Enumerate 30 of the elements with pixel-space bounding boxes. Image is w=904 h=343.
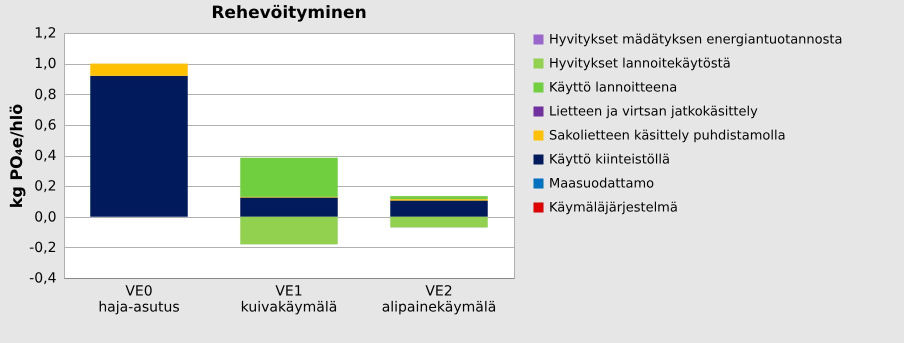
legend-label: Hyvitykset mädätyksen energiantuotannosta [549,32,842,48]
bar [390,196,488,200]
y-tick-label: -0,2 [29,240,56,256]
y-tick-label: 0,2 [34,178,56,195]
bar [390,216,488,228]
bar [240,198,338,217]
legend-label: Lietteen ja virtsan jatkokäsittely [549,104,758,120]
y-tick-label: 1,0 [34,56,56,72]
x-tick-label: VE2 alipainekäymälä [382,284,496,316]
y-tick-label: 1,2 [34,26,56,42]
legend-label: Käymäläjärjestelmä [549,200,678,216]
bar [90,64,188,76]
x-tick-label: VE1 kuivakäymälä [240,284,338,316]
y-tick-label: 0,8 [34,86,56,103]
bar [240,158,338,197]
legend-label: Käyttö kiinteistöllä [549,152,670,168]
x-tick-label: VE0 haja-asutus [98,284,180,316]
legend-label: Maasuodattamo [549,176,654,192]
bar [90,76,188,217]
bar [240,216,338,244]
y-tick-label: 0,0 [34,209,56,226]
y-tick-label: 0,4 [34,148,57,164]
legend-label: Hyvitykset lannoitekäytöstä [549,56,731,72]
legend-label: Sakolietteen käsittely puhdistamolla [549,128,786,144]
chart-title: Rehevöityminen [211,3,367,23]
bar [390,200,488,217]
y-tick-label: -0,4 [29,270,57,286]
legend-label: Käyttö lannoitteena [549,80,678,96]
y-tick-label: 0,6 [34,117,57,134]
y-axis-title: kg PO₄e/hlö [7,104,26,208]
